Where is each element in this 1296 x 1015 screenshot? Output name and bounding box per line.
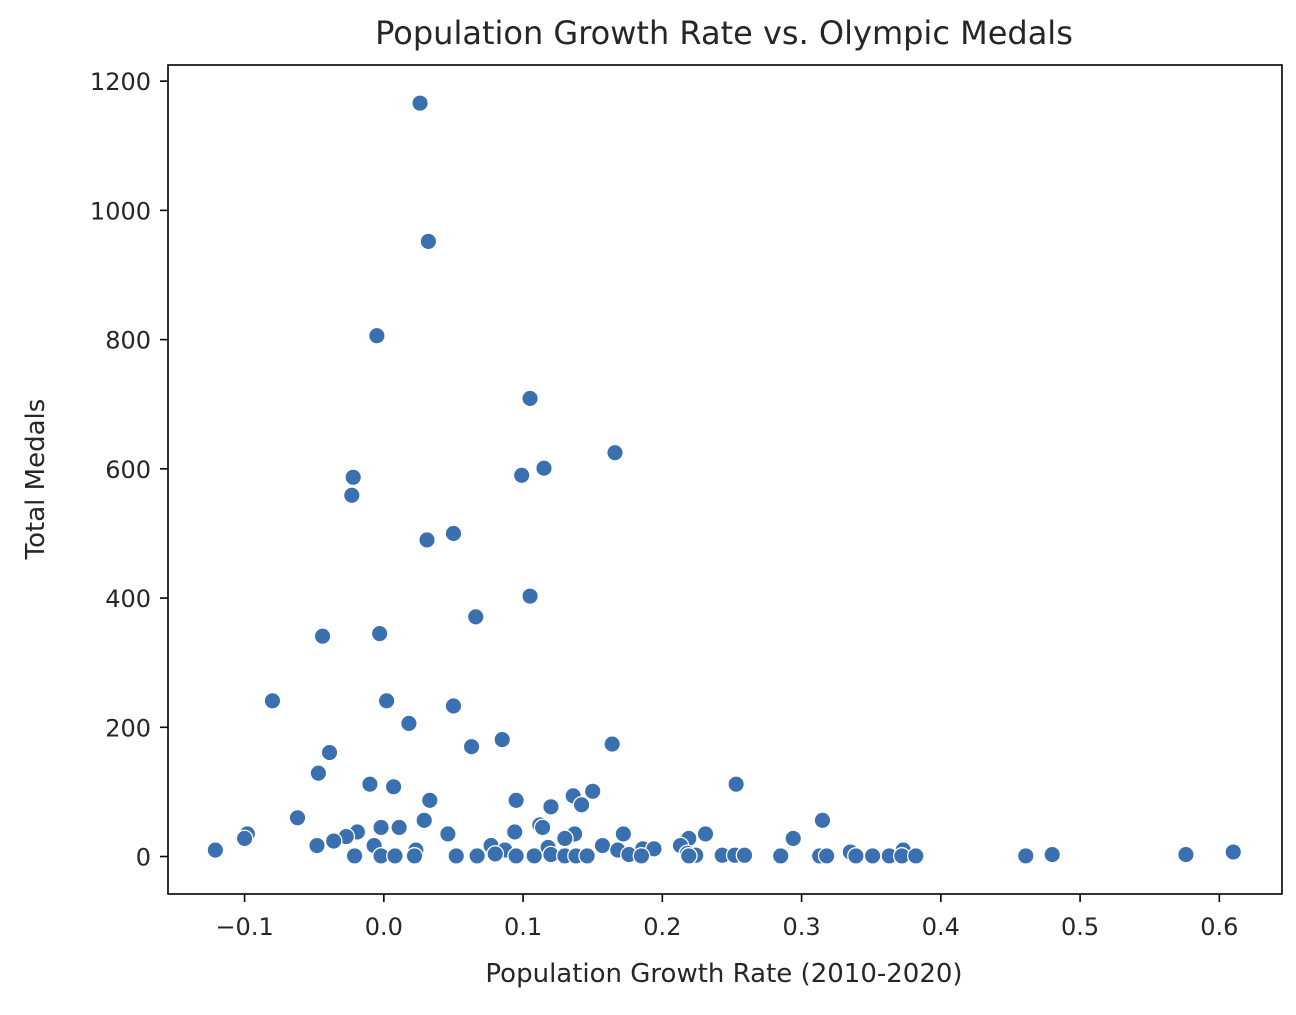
- data-point: [313, 627, 332, 646]
- data-point: [320, 743, 339, 762]
- y-tick-label: 1000: [90, 197, 151, 225]
- data-point: [419, 232, 438, 251]
- data-point: [462, 737, 481, 756]
- y-axis-ticks: 0 200 400 600 800 1000 1200: [90, 68, 168, 872]
- data-point: [370, 624, 389, 643]
- data-point: [771, 847, 790, 865]
- data-point: [906, 847, 925, 865]
- data-point: [521, 389, 539, 408]
- y-tick-label: 400: [105, 585, 151, 613]
- data-point: [377, 691, 396, 710]
- data-point: [1043, 845, 1062, 864]
- data-point: [345, 847, 364, 865]
- data-point: [384, 777, 403, 796]
- data-point: [817, 847, 836, 865]
- data-point: [847, 847, 865, 865]
- plot-area-frame: [167, 64, 1283, 895]
- data-point: [439, 825, 457, 843]
- data-point: [679, 847, 698, 865]
- data-point: [696, 825, 715, 843]
- data-point: [603, 735, 622, 753]
- y-tick-label: 0: [136, 844, 151, 872]
- data-point: [344, 468, 363, 487]
- data-point: [583, 782, 602, 801]
- data-point: [309, 764, 328, 783]
- data-point: [556, 829, 574, 848]
- data-point: [415, 811, 434, 830]
- data-point: [368, 326, 386, 345]
- data-point: [400, 714, 418, 733]
- x-axis-label: Population Growth Rate (2010-2020): [485, 959, 962, 989]
- x-tick-label: 0.1: [504, 913, 542, 941]
- data-point: [447, 847, 466, 865]
- data-point: [632, 847, 651, 865]
- data-point: [525, 847, 544, 865]
- data-point: [466, 607, 485, 626]
- data-point: [288, 808, 307, 827]
- data-point: [390, 818, 409, 837]
- data-points: [206, 94, 1243, 865]
- data-point: [505, 823, 524, 841]
- data-point: [727, 775, 745, 794]
- data-point: [735, 846, 754, 865]
- data-point: [420, 791, 439, 810]
- x-tick-label: 0.4: [922, 913, 960, 941]
- data-point: [324, 832, 343, 850]
- data-point: [507, 791, 525, 810]
- data-point: [606, 443, 624, 462]
- x-tick-label: 0.5: [1061, 913, 1099, 941]
- data-point: [572, 795, 591, 814]
- data-point: [444, 697, 463, 715]
- data-point: [411, 94, 429, 112]
- data-point: [507, 847, 525, 865]
- data-point: [235, 829, 254, 848]
- x-tick-label: 0.3: [783, 913, 821, 941]
- y-tick-label: 800: [105, 327, 151, 355]
- data-point: [542, 797, 560, 816]
- data-point: [593, 836, 612, 855]
- data-point: [361, 775, 379, 794]
- data-point: [372, 818, 390, 837]
- y-axis-label: Total Medals: [21, 399, 51, 561]
- data-point: [1224, 843, 1243, 861]
- x-tick-label: 0.6: [1200, 913, 1238, 941]
- data-point: [863, 847, 882, 865]
- data-point: [521, 587, 539, 605]
- data-point: [578, 847, 596, 865]
- x-tick-label: 0.2: [643, 913, 681, 941]
- data-point: [784, 829, 803, 848]
- y-tick-label: 1200: [90, 68, 151, 96]
- data-point: [813, 811, 832, 830]
- data-point: [263, 691, 282, 710]
- data-point: [468, 847, 486, 865]
- data-point: [206, 841, 225, 859]
- data-point: [444, 524, 463, 543]
- data-point: [405, 847, 424, 865]
- x-axis-ticks: −0.1 0.0 0.1 0.2 0.3 0.4 0.5 0.6: [215, 894, 1238, 941]
- data-point: [342, 486, 361, 505]
- chart-title: Population Growth Rate vs. Olympic Medal…: [375, 14, 1073, 52]
- data-point: [308, 836, 326, 855]
- data-point: [493, 730, 512, 749]
- data-point: [1177, 845, 1195, 864]
- data-point: [486, 845, 505, 863]
- x-tick-label: 0.0: [365, 913, 403, 941]
- data-point: [533, 818, 552, 837]
- data-point: [535, 459, 553, 478]
- x-tick-label: −0.1: [215, 913, 273, 941]
- data-point: [614, 825, 633, 843]
- data-point: [512, 466, 531, 485]
- data-point: [1016, 847, 1035, 865]
- y-tick-label: 200: [105, 714, 151, 742]
- data-point: [418, 531, 436, 549]
- y-tick-label: 600: [105, 456, 151, 484]
- data-point: [386, 847, 404, 865]
